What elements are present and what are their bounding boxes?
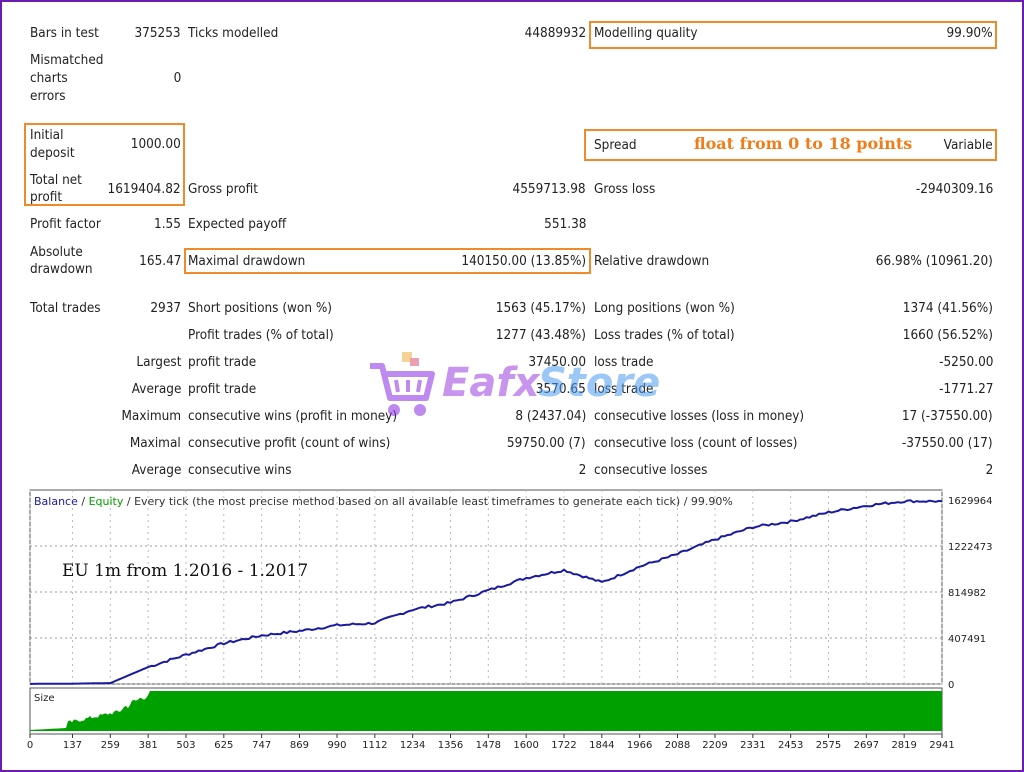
label-loss-trades: Loss trades (% of total) [594, 328, 735, 343]
value-max-consecutive-losses: 17 (-37550.00) [902, 409, 993, 424]
label-maximal-drawdown: Maximal drawdown [188, 254, 306, 269]
label-avg-consecutive-losses: consecutive losses [594, 463, 708, 478]
label-average-profit: profit trade [188, 382, 257, 397]
label-max-consecutive-wins: consecutive wins (profit in money) [188, 409, 398, 424]
value-profit-factor: 1.55 [154, 217, 181, 232]
label-bars-in-test: Bars in test [30, 26, 99, 41]
watermark: Eafx Store [368, 352, 668, 422]
value-maximal-consecutive-profit: 59750.00 (7) [507, 436, 586, 451]
label-max-consecutive-losses: consecutive losses (loss in money) [594, 409, 805, 424]
label-initial-deposit-2: deposit [30, 146, 75, 161]
label-absolute-drawdown-1: Absolute [30, 245, 83, 260]
label-mismatched-3: errors [30, 89, 66, 104]
value-mismatched: 0 [173, 71, 181, 86]
label-ticks-modelled: Ticks modelled [188, 26, 279, 41]
shopping-cart-icon [370, 352, 435, 416]
highlight-spread [584, 129, 997, 161]
label-initial-deposit-1: Initial [30, 128, 64, 143]
label-profit-trades: Profit trades (% of total) [188, 328, 334, 343]
value-loss-trades: 1660 (56.52%) [902, 328, 993, 343]
value-initial-deposit: 1000.00 [130, 137, 181, 152]
label-largest-profit: profit trade [188, 355, 257, 370]
label-average-consecutive: Average [131, 463, 181, 478]
value-max-consecutive-wins: 8 (2437.04) [515, 409, 586, 424]
highlight-max-drawdown [184, 248, 591, 274]
label-expected-payoff: Expected payoff [188, 217, 287, 232]
value-avg-consecutive-losses: 2 [985, 463, 993, 478]
value-maximal-drawdown: 140150.00 (13.85%) [461, 254, 586, 269]
value-average-profit: 3570.65 [535, 382, 586, 397]
value-relative-drawdown: 66.98% (10961.20) [875, 254, 993, 269]
value-long-positions: 1374 (41.56%) [902, 301, 993, 316]
value-largest-loss: -5250.00 [938, 355, 993, 370]
value-average-loss: -1771.27 [938, 382, 993, 397]
value-ticks-modelled: 44889932 [524, 26, 586, 41]
value-profit-trades: 1277 (43.48%) [495, 328, 586, 343]
label-profit-factor: Profit factor [30, 217, 101, 232]
label-average-loss: loss trade [594, 382, 654, 397]
label-total-net-profit-2: profit [30, 190, 63, 205]
label-largest: Largest [135, 355, 181, 370]
label-average: Average [131, 382, 181, 397]
label-maximum: Maximum [121, 409, 181, 424]
label-mismatched-1: Mismatched [30, 53, 104, 68]
label-absolute-drawdown-2: drawdown [30, 262, 93, 277]
label-spread: Spread [594, 138, 637, 153]
label-short-positions: Short positions (won %) [188, 301, 333, 316]
value-expected-payoff: 551.38 [543, 217, 586, 232]
value-avg-consecutive-wins: 2 [578, 463, 586, 478]
label-maximal-consecutive-profit: consecutive profit (count of wins) [188, 436, 391, 451]
label-total-trades: Total trades [30, 301, 101, 316]
label-gross-profit: Gross profit [188, 182, 259, 197]
label-gross-loss: Gross loss [594, 182, 656, 197]
label-relative-drawdown: Relative drawdown [594, 254, 710, 269]
value-spread: Variable [944, 138, 993, 153]
value-short-positions: 1563 (45.17%) [495, 301, 586, 316]
watermark-text-2: Store [538, 360, 661, 406]
spread-annotation: float from 0 to 18 points [694, 134, 913, 153]
label-modelling-quality: Modelling quality [594, 26, 698, 41]
value-maximal-consecutive-loss: -37550.00 (17) [902, 436, 993, 451]
value-absolute-drawdown: 165.47 [138, 254, 181, 269]
label-total-net-profit-1: Total net [30, 173, 82, 188]
label-maximal-consecutive-loss: consecutive loss (count of losses) [594, 436, 798, 451]
value-modelling-quality: 99.90% [946, 26, 993, 41]
label-long-positions: Long positions (won %) [594, 301, 735, 316]
highlight-modelling-quality [589, 21, 997, 49]
value-bars-in-test: 375253 [134, 26, 181, 41]
label-mismatched-2: charts [30, 71, 68, 86]
highlight-deposit-profit [24, 123, 185, 206]
label-largest-loss: loss trade [594, 355, 654, 370]
value-gross-loss: -2940309.16 [915, 182, 993, 197]
value-gross-profit: 4559713.98 [512, 182, 586, 197]
label-avg-consecutive-wins: consecutive wins [188, 463, 292, 478]
watermark-text-1: Eafx [442, 360, 540, 406]
value-largest-profit: 37450.00 [528, 355, 586, 370]
value-total-trades: 2937 [150, 301, 181, 316]
value-total-net-profit: 1619404.82 [107, 182, 181, 197]
label-maximal: Maximal [130, 436, 181, 451]
